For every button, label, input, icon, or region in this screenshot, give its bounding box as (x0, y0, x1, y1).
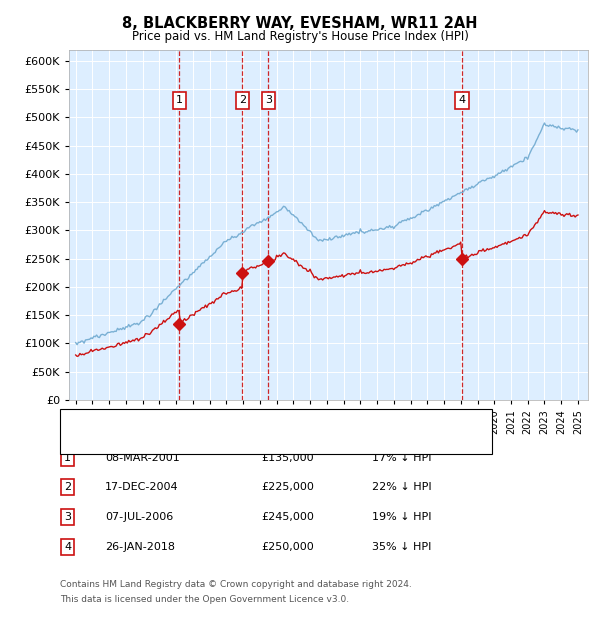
Text: 17-DEC-2004: 17-DEC-2004 (105, 482, 179, 492)
Text: 2: 2 (64, 482, 71, 492)
Text: £135,000: £135,000 (261, 453, 314, 463)
Text: 3: 3 (64, 512, 71, 522)
Text: 4: 4 (64, 542, 71, 552)
Text: Price paid vs. HM Land Registry's House Price Index (HPI): Price paid vs. HM Land Registry's House … (131, 30, 469, 43)
Text: HPI: Average price, detached house, Wychavon: HPI: Average price, detached house, Wych… (104, 435, 351, 445)
Text: 22% ↓ HPI: 22% ↓ HPI (372, 482, 431, 492)
Text: £245,000: £245,000 (261, 512, 314, 522)
Text: 8, BLACKBERRY WAY, EVESHAM, WR11 2AH: 8, BLACKBERRY WAY, EVESHAM, WR11 2AH (122, 16, 478, 30)
Text: This data is licensed under the Open Government Licence v3.0.: This data is licensed under the Open Gov… (60, 595, 349, 604)
Text: £250,000: £250,000 (261, 542, 314, 552)
Text: 3: 3 (265, 95, 272, 105)
Text: 8, BLACKBERRY WAY, EVESHAM, WR11 2AH (detached house): 8, BLACKBERRY WAY, EVESHAM, WR11 2AH (de… (104, 417, 424, 427)
Text: 17% ↓ HPI: 17% ↓ HPI (372, 453, 431, 463)
Text: 26-JAN-2018: 26-JAN-2018 (105, 542, 175, 552)
Text: 35% ↓ HPI: 35% ↓ HPI (372, 542, 431, 552)
Text: 4: 4 (458, 95, 466, 105)
Text: Contains HM Land Registry data © Crown copyright and database right 2024.: Contains HM Land Registry data © Crown c… (60, 580, 412, 589)
Text: 19% ↓ HPI: 19% ↓ HPI (372, 512, 431, 522)
Text: £225,000: £225,000 (261, 482, 314, 492)
Text: 2: 2 (239, 95, 246, 105)
Text: 08-MAR-2001: 08-MAR-2001 (105, 453, 180, 463)
Text: 1: 1 (64, 453, 71, 463)
Text: 07-JUL-2006: 07-JUL-2006 (105, 512, 173, 522)
Text: 1: 1 (176, 95, 182, 105)
